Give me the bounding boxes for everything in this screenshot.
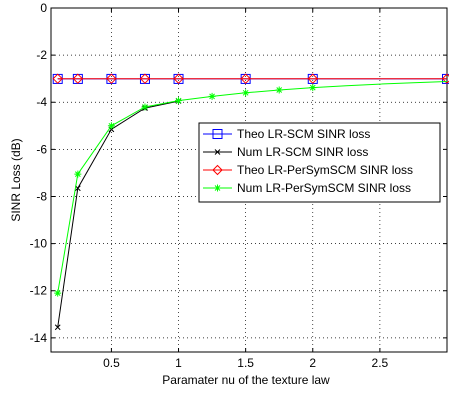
legend-label: Theo LR-SCM SINR loss <box>237 127 370 141</box>
y-tick-label: -14 <box>30 331 48 345</box>
x-axis-label: Paramater nu of the texture law <box>162 373 330 387</box>
y-axis-label: SINR Loss (dB) <box>9 138 23 221</box>
series-marker <box>108 122 115 129</box>
y-tick-label: -8 <box>36 189 47 203</box>
series-marker <box>175 97 182 104</box>
legend: Theo LR-SCM SINR loss Num LR-SCM SINR los… <box>199 123 440 202</box>
y-tick-label: -2 <box>36 48 47 62</box>
y-tick-label: 0 <box>40 1 47 15</box>
legend-label: Num LR-SCM SINR loss <box>237 145 368 159</box>
x-tick-label: 1 <box>175 356 182 370</box>
x-tick-label: 2 <box>309 356 316 370</box>
x-tick-label: 0.5 <box>103 356 120 370</box>
series-marker <box>54 290 61 297</box>
series-marker <box>309 84 316 91</box>
legend-label: Theo LR-PerSymSCM SINR loss <box>237 163 413 177</box>
x-tick-label: 1.5 <box>237 356 254 370</box>
legend-marker <box>214 185 221 192</box>
series-marker <box>74 171 81 178</box>
series-line <box>58 101 179 327</box>
series-marker <box>242 89 249 96</box>
series-marker <box>209 93 216 100</box>
y-tick-label: -12 <box>30 284 48 298</box>
y-tick-label: -10 <box>30 237 48 251</box>
y-tick-label: -6 <box>36 142 47 156</box>
series-marker <box>141 103 148 110</box>
x-tick-label: 2.5 <box>372 356 389 370</box>
series-2 <box>55 99 181 330</box>
series-marker <box>276 86 283 93</box>
y-tick-label: -4 <box>36 95 47 109</box>
series-3 <box>53 74 449 83</box>
legend-label: Num LR-PerSymSCM SINR loss <box>237 181 411 195</box>
